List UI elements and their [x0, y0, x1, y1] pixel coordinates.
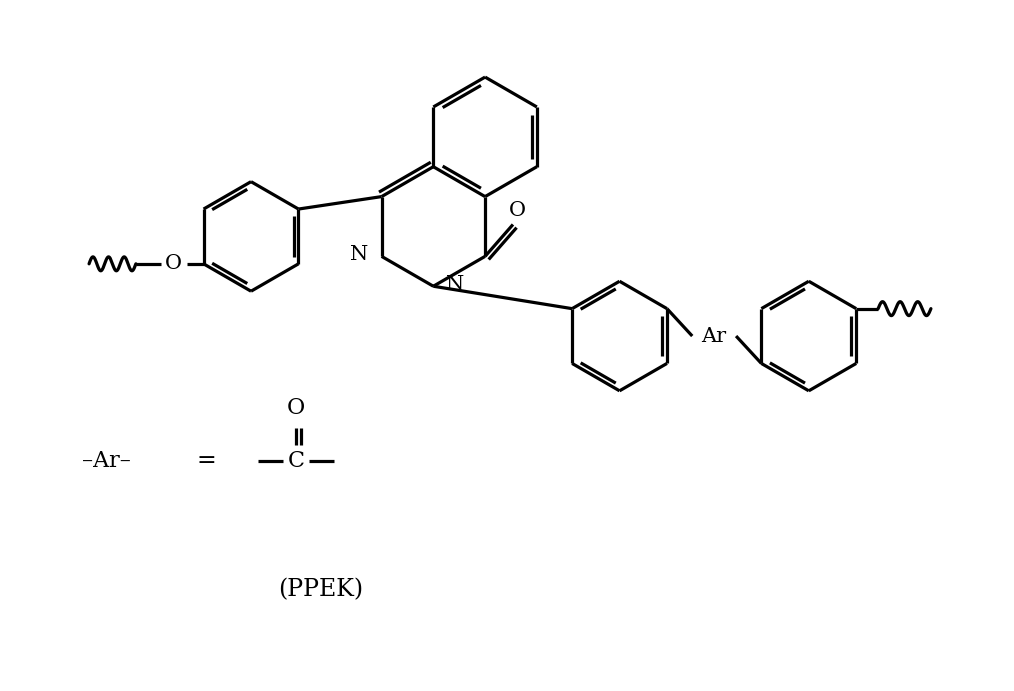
Text: =: = — [197, 449, 216, 472]
Text: –Ar–: –Ar– — [82, 450, 131, 471]
Text: O: O — [508, 201, 525, 220]
Text: (PPEK): (PPEK) — [278, 578, 363, 601]
Text: N: N — [351, 245, 369, 264]
Text: N: N — [446, 275, 464, 294]
Text: O: O — [165, 254, 183, 274]
Text: C: C — [287, 450, 304, 471]
Text: O: O — [287, 397, 305, 419]
Text: Ar: Ar — [702, 327, 727, 346]
